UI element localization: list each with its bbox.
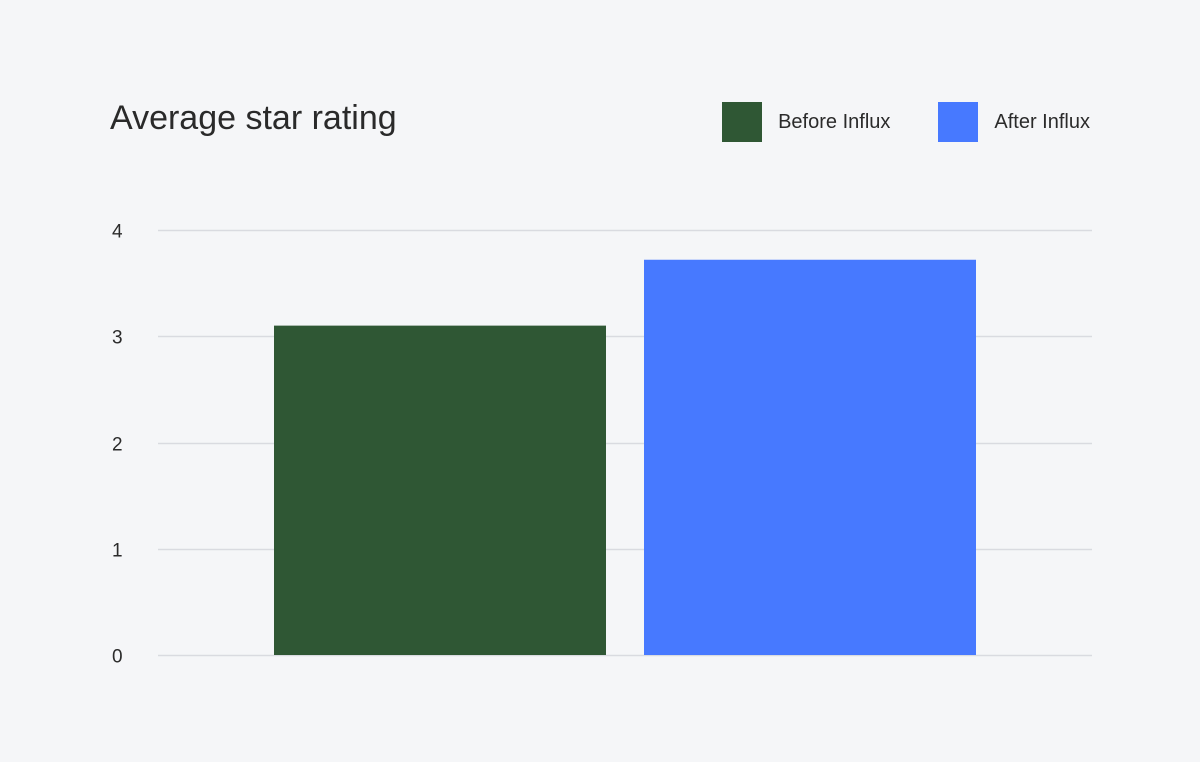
legend-swatch-after: [938, 102, 979, 142]
legend-label-after: After Influx: [994, 111, 1090, 133]
bar-before-influx: [274, 325, 606, 655]
legend: Before Influx After Influx: [722, 102, 1090, 142]
bars: [274, 259, 976, 655]
legend-item-before: Before Influx: [722, 102, 890, 142]
y-axis-ticks: 0 1 2 3 4: [112, 222, 123, 668]
legend-item-after: After Influx: [938, 102, 1090, 142]
y-tick-label: 2: [112, 435, 123, 456]
chart-title: Average star rating: [110, 99, 397, 137]
y-tick-label: 3: [112, 328, 123, 349]
y-tick-label: 0: [112, 647, 123, 668]
legend-label-before: Before Influx: [778, 111, 891, 133]
y-tick-label: 4: [112, 222, 123, 243]
bar-after-influx: [644, 259, 976, 655]
legend-swatch-before: [722, 102, 763, 142]
y-tick-label: 1: [112, 541, 123, 562]
